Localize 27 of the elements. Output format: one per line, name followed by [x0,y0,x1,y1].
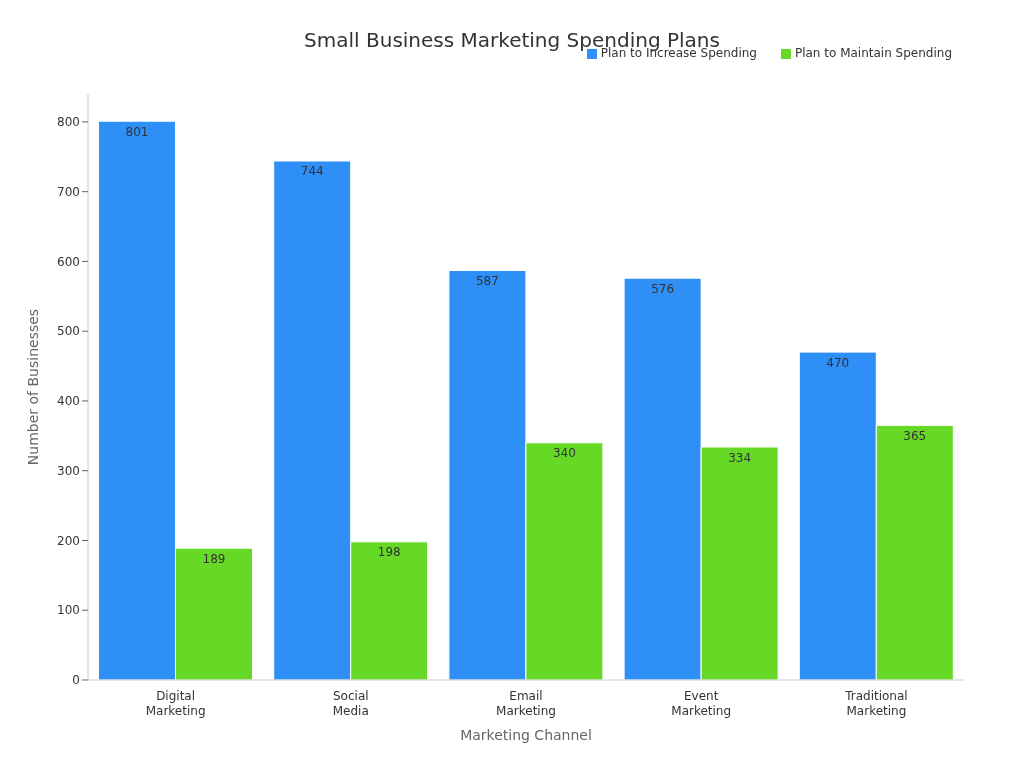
y-tick-label: 100 [57,603,80,618]
data-label: 334 [728,450,752,465]
x-tick-label: Digital Marketing [145,689,206,718]
data-label: 744 [300,164,324,179]
y-tick-label: 0 [72,673,80,688]
x-tick-label: Email Marketing [496,689,556,718]
y-tick-label: 400 [57,394,80,409]
x-tick-label: Traditional Marketing [844,689,908,718]
y-axis-title: Number of Businesses [24,308,41,466]
legend-label: Plan to Maintain Spending [794,46,952,60]
data-label: 365 [903,428,927,443]
data-label: 576 [651,281,675,296]
data-label: 189 [202,551,226,566]
y-tick-label: 700 [57,184,80,199]
data-label: 198 [377,545,401,560]
data-label: 587 [475,274,499,289]
y-tick-label: 300 [57,463,80,478]
y-tick-label: 600 [57,254,80,269]
data-label: 340 [552,446,576,461]
data-label: 470 [826,355,850,370]
y-tick-label: 200 [57,533,80,548]
y-tick-label: 800 [57,115,80,130]
x-axis-title: Marketing Channel [460,727,592,743]
data-label: 801 [125,124,149,139]
x-tick-label: Event Marketing [671,689,732,718]
y-tick-label: 500 [57,324,80,339]
x-tick-label: Social Media [332,689,369,718]
